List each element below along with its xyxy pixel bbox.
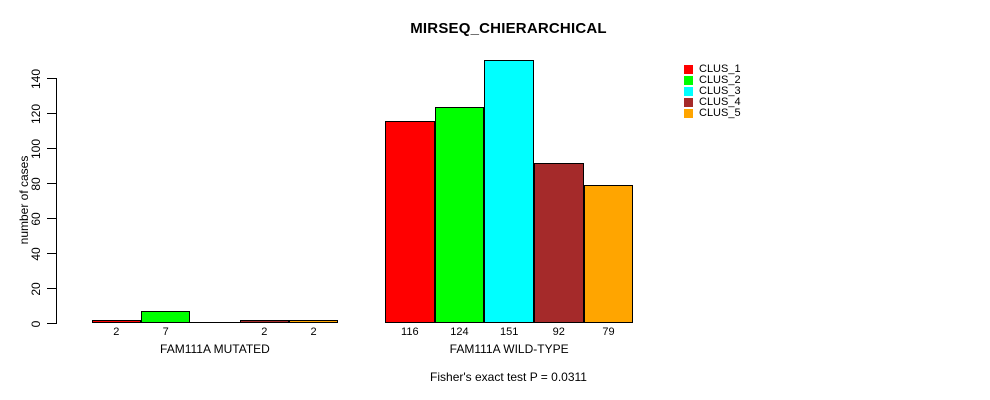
bar-clus-4 bbox=[533, 162, 584, 324]
y-axis-tick-label: 120 bbox=[29, 103, 43, 124]
chart-title: MIRSEQ_CHIERARCHICAL bbox=[410, 20, 607, 37]
bar-value-label: 2 bbox=[113, 326, 120, 338]
y-axis-tick bbox=[47, 183, 57, 185]
y-axis-tick-label: 40 bbox=[29, 246, 43, 261]
y-axis-tick-label: 100 bbox=[29, 138, 43, 159]
legend: CLUS_1 CLUS_2 CLUS_3 CLUS_4 CLUS_5 bbox=[684, 64, 741, 119]
legend-swatch bbox=[684, 109, 693, 119]
legend-item: CLUS_3 bbox=[684, 86, 741, 97]
fisher-test-annotation: Fisher's exact test P = 0.0311 bbox=[430, 370, 587, 384]
y-axis-tick-label: 60 bbox=[29, 211, 43, 226]
bar-value-label: 7 bbox=[162, 326, 169, 338]
x-axis-group-label: FAM111A WILD-TYPE bbox=[449, 342, 569, 356]
bar-value-label: 116 bbox=[401, 326, 419, 338]
bar-clus-4 bbox=[239, 320, 289, 324]
y-axis-line bbox=[55, 78, 57, 324]
bar-clus-3-zero bbox=[190, 322, 240, 324]
bar-clus-1 bbox=[91, 320, 141, 324]
legend-item: CLUS_2 bbox=[684, 75, 741, 86]
bar-clus-5 bbox=[288, 320, 339, 324]
y-axis-tick-label: 140 bbox=[29, 68, 43, 89]
bar-value-label: 124 bbox=[450, 326, 469, 338]
bar-value-label: 79 bbox=[602, 326, 615, 338]
y-axis-tick bbox=[47, 218, 57, 220]
bar-value-label: 92 bbox=[552, 326, 565, 338]
legend-label: CLUS_2 bbox=[699, 74, 741, 87]
bar-value-label: 2 bbox=[310, 326, 317, 338]
y-axis-tick bbox=[47, 252, 57, 255]
legend-swatch bbox=[684, 98, 693, 108]
legend-swatch bbox=[684, 65, 693, 75]
y-axis-tick-label: 80 bbox=[29, 176, 43, 191]
legend-label: CLUS_1 bbox=[699, 63, 741, 76]
y-axis-tick bbox=[47, 287, 57, 290]
bar-clus-3 bbox=[484, 59, 534, 324]
legend-swatch bbox=[684, 76, 693, 86]
legend-label: CLUS_3 bbox=[699, 85, 741, 98]
y-axis-tick-label: 0 bbox=[29, 320, 43, 327]
bar-clus-5 bbox=[583, 185, 634, 324]
y-axis-tick bbox=[47, 78, 57, 80]
y-axis-tick bbox=[47, 322, 57, 325]
legend-item: CLUS_1 bbox=[684, 64, 741, 75]
bar-value-label: 151 bbox=[499, 326, 519, 338]
bar-clus-1 bbox=[385, 120, 435, 324]
legend-label: CLUS_4 bbox=[699, 96, 741, 109]
x-axis-group-label: FAM111A MUTATED bbox=[160, 342, 270, 356]
legend-label: CLUS_5 bbox=[699, 107, 741, 120]
y-axis-tick-label: 20 bbox=[29, 281, 43, 296]
y-axis-tick bbox=[47, 113, 57, 115]
y-axis-tick bbox=[47, 148, 57, 150]
legend-item: CLUS_5 bbox=[684, 108, 741, 119]
bar-value-label: 2 bbox=[261, 326, 268, 338]
legend-item: CLUS_4 bbox=[684, 97, 741, 108]
legend-swatch bbox=[684, 87, 693, 97]
bar-clus-2 bbox=[141, 311, 191, 324]
bar-clus-2 bbox=[434, 106, 485, 324]
